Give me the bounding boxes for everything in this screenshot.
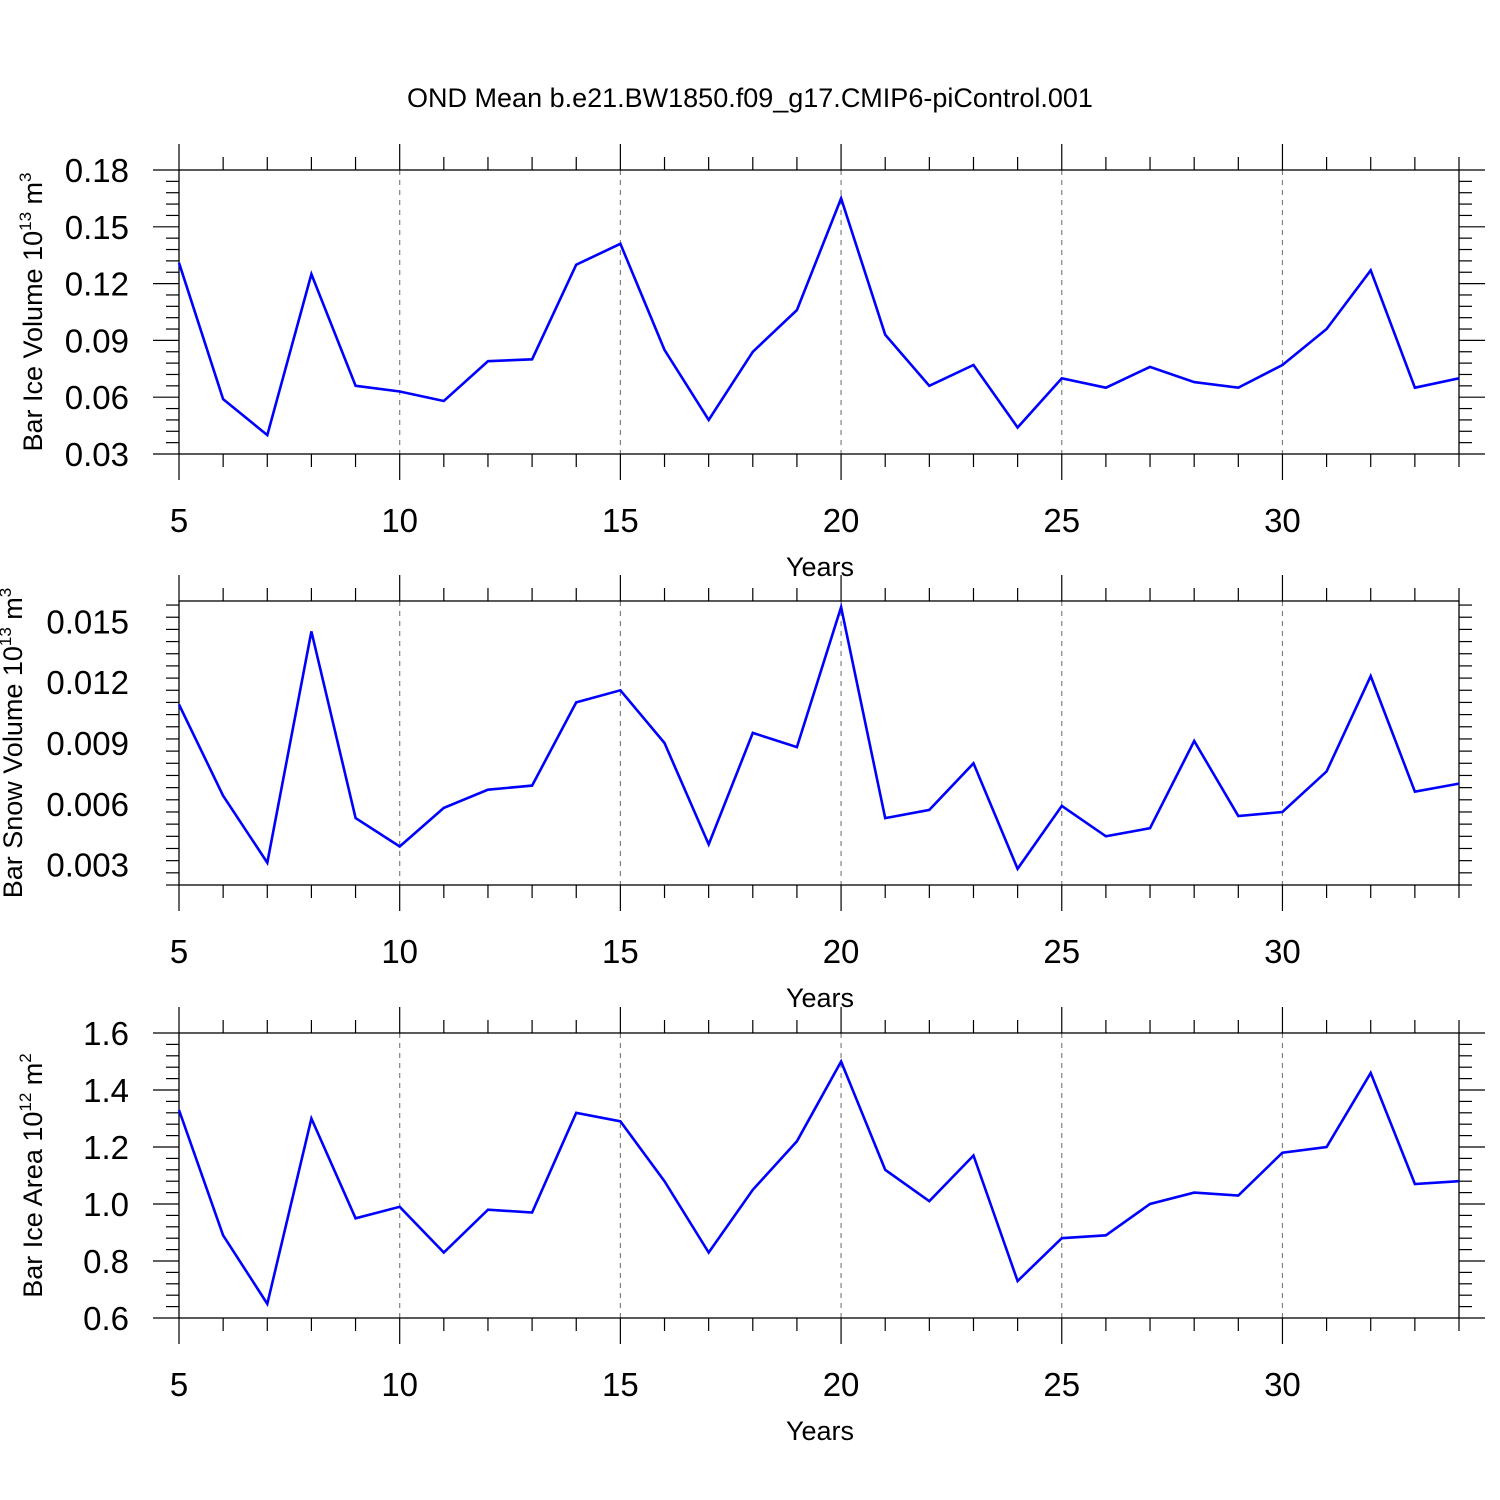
panel-2: 0.003 0.006 0.009 0.012 0.015 5 10 15 20 25 30 Year… <box>0 575 1472 1013</box>
y-tick-label: 1.2 <box>83 1129 129 1166</box>
panels: 0.03 0.06 0.09 0.12 0.15 0.18 5 10 15 20 25 30 Years… <box>0 144 1485 1446</box>
x-tick-label: 30 <box>1264 502 1301 539</box>
x-tick-label: 30 <box>1264 933 1301 970</box>
y-tick-label: 0.09 <box>65 322 129 359</box>
y-tick-label: 0.12 <box>65 266 129 303</box>
x-tick-label: 5 <box>170 502 188 539</box>
y-tick-label: 0.6 <box>83 1300 129 1337</box>
y-tick-label: 1.0 <box>83 1186 129 1223</box>
y-tick-label: 0.012 <box>46 664 129 701</box>
y-tick-label: 0.006 <box>46 786 129 823</box>
x-axis-label: Years <box>786 983 854 1013</box>
panel-1: 0.03 0.06 0.09 0.12 0.15 0.18 5 10 15 20 25 30 Years… <box>16 144 1485 582</box>
x-tick-label: 15 <box>602 1366 639 1403</box>
x-tick-label: 20 <box>823 933 860 970</box>
x-tick-label: 5 <box>170 933 188 970</box>
x-tick-label: 5 <box>170 1366 188 1403</box>
y-tick-label: 0.18 <box>65 152 129 189</box>
x-tick-label: 10 <box>381 1366 418 1403</box>
plot-frame <box>178 169 1460 455</box>
y-tick-label: 1.4 <box>83 1072 129 1109</box>
y-tick-label: 0.003 <box>46 847 129 884</box>
x-tick-label: 20 <box>823 502 860 539</box>
x-tick-label: 25 <box>1043 933 1080 970</box>
x-tick-label: 15 <box>602 933 639 970</box>
plot-frame <box>178 1032 1460 1319</box>
plot-frame <box>178 600 1460 886</box>
series-line <box>177 194 1460 438</box>
y-tick-label: 1.6 <box>83 1015 129 1052</box>
y-axis-label: Bar Ice Area 1012 m2 <box>16 1053 48 1298</box>
y-tick-label: 0.8 <box>83 1243 129 1280</box>
y-axis-label: Bar Snow Volume 1013 m3 <box>0 588 28 899</box>
x-axis-label: Years <box>786 1416 854 1446</box>
x-tick-label: 30 <box>1264 1366 1301 1403</box>
x-axis-label: Years <box>786 552 854 582</box>
x-tick-label: 15 <box>602 502 639 539</box>
x-tick-label: 25 <box>1043 502 1080 539</box>
y-tick-label: 0.009 <box>46 725 129 762</box>
y-tick-label: 0.03 <box>65 436 129 473</box>
y-tick-label: 0.015 <box>46 603 129 640</box>
x-tick-label: 25 <box>1043 1366 1080 1403</box>
y-tick-label: 0.15 <box>65 209 129 246</box>
panel-3: 0.6 0.8 1.0 1.2 1.4 1.6 5 10 15 20 25 30 Years Bar Ic… <box>16 1007 1485 1446</box>
x-tick-label: 20 <box>823 1366 860 1403</box>
x-tick-label: 10 <box>381 502 418 539</box>
y-axis-label: Bar Ice Volume 1013 m3 <box>16 172 48 451</box>
x-tick-label: 10 <box>381 933 418 970</box>
series-line <box>177 601 1460 872</box>
figure-title: OND Mean b.e21.BW1850.f09_g17.CMIP6-piCo… <box>407 83 1093 113</box>
y-tick-label: 0.06 <box>65 379 129 416</box>
series-line <box>177 1058 1460 1308</box>
